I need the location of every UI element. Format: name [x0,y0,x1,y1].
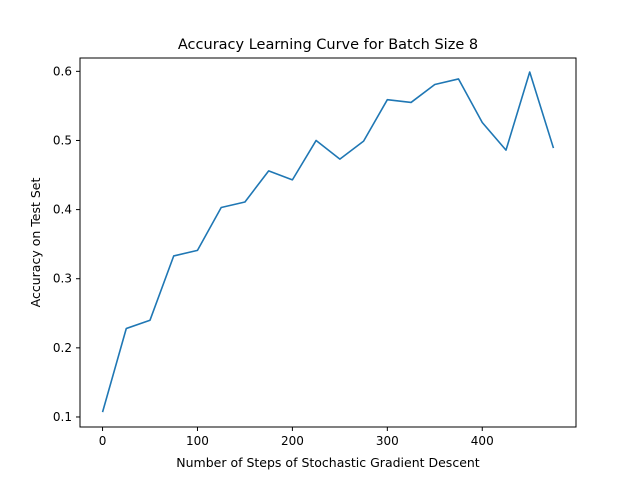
series-layer [101,71,555,413]
series-line [101,71,555,413]
y-tick-label: 0.6 [53,64,72,78]
x-tick-label: 300 [376,434,399,448]
y-tick-label: 0.4 [53,203,72,217]
y-tick-label: 0.5 [53,133,72,147]
y-axis: 0.1 0.2 0.3 0.4 0.5 0.6 [53,64,80,424]
x-tick-label: 200 [281,434,304,448]
chart-title: Accuracy Learning Curve for Batch Size 8 [178,37,478,53]
y-tick-label: 0.3 [53,272,72,286]
plot-frame [79,57,577,428]
x-tick-label: 100 [186,434,209,448]
x-tick-label: 0 [99,434,107,448]
y-tick-label: 0.2 [53,341,72,355]
x-axis-label: Number of Steps of Stochastic Gradient D… [176,455,480,470]
y-axis-label: Accuracy on Test Set [28,178,43,308]
x-axis: 0 100 200 300 400 [99,427,494,448]
x-tick-label: 400 [471,434,494,448]
y-tick-label: 0.1 [53,410,72,424]
